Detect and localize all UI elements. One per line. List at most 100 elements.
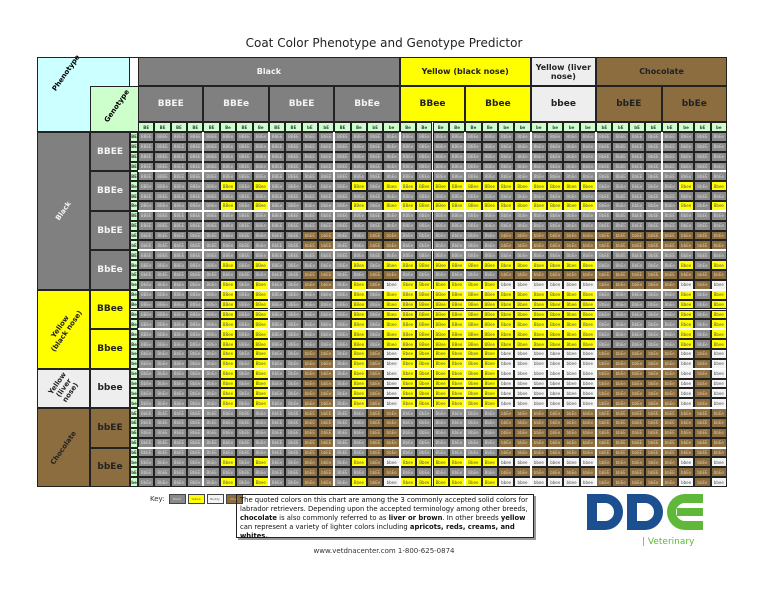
offspring-cell: BbEe xyxy=(596,299,613,310)
ddc-logo-icon xyxy=(587,494,703,530)
offspring-cell: BbEe xyxy=(301,260,318,271)
offspring-cell: BbEE xyxy=(170,417,188,428)
offspring-cell: BbEE xyxy=(301,132,318,142)
offspring-cell: BbEE xyxy=(661,171,678,182)
offspring-cell: bbee xyxy=(383,378,400,389)
offspring-cell: bbEE xyxy=(317,270,335,280)
offspring-cell: Bbee xyxy=(514,339,531,349)
offspring-cell: BbEe xyxy=(285,457,302,468)
offspring-cell: BbEe xyxy=(465,230,482,241)
offspring-cell: BBee xyxy=(416,339,433,349)
column-gamete: Be xyxy=(432,122,449,132)
offspring-cell: BBEe xyxy=(481,210,498,221)
offspring-cell: BbEE xyxy=(694,210,711,221)
offspring-cell: BbEe xyxy=(694,260,711,271)
offspring-cell: BbEE xyxy=(628,151,646,162)
offspring-cell: BbEE xyxy=(285,408,302,418)
offspring-cell: BBEE xyxy=(187,141,204,152)
row-gamete: BE xyxy=(130,151,138,162)
column-gamete: Be xyxy=(252,122,269,132)
offspring-cell: BbEe xyxy=(236,477,253,487)
offspring-cell: BbEe xyxy=(579,171,597,182)
offspring-cell: BbEe xyxy=(563,151,580,162)
offspring-cell: BbEE xyxy=(203,408,220,418)
offspring-cell: BbEe xyxy=(628,329,646,340)
offspring-cell: bbEe xyxy=(596,388,613,399)
offspring-cell: BBEe xyxy=(170,309,188,320)
offspring-cell: BbEE xyxy=(138,427,155,438)
offspring-cell: BbEE xyxy=(367,191,384,202)
offspring-cell: BbEe xyxy=(514,191,531,202)
row-gamete: be xyxy=(130,398,138,409)
offspring-cell: bbEE xyxy=(628,417,646,428)
offspring-cell: BbEe xyxy=(530,171,548,182)
offspring-cell: BbEe xyxy=(514,220,531,231)
offspring-cell: BbEe xyxy=(481,230,498,241)
offspring-cell: BBEe xyxy=(154,181,171,192)
offspring-cell: bbEe xyxy=(596,477,613,487)
row-gamete: Be xyxy=(130,329,138,340)
column-gamete: be xyxy=(530,122,548,132)
offspring-cell: BbEe xyxy=(579,151,597,162)
row-gamete: bE xyxy=(130,447,138,458)
offspring-cell: BBEe xyxy=(481,141,498,152)
offspring-cell: Bbee xyxy=(563,299,580,310)
column-gamete: BE xyxy=(187,122,204,132)
offspring-cell: BBEE xyxy=(154,141,171,152)
offspring-cell: BbEE xyxy=(138,270,155,280)
offspring-cell: bbEe xyxy=(612,388,629,399)
offspring-cell: bbEE xyxy=(317,447,335,458)
offspring-cell: bbEe xyxy=(563,270,580,280)
offspring-cell: BBEe xyxy=(350,250,368,261)
row-gamete: bE xyxy=(130,467,138,478)
offspring-cell: BbEe xyxy=(236,348,253,359)
row-gamete: be xyxy=(130,388,138,399)
offspring-cell: BBEe xyxy=(432,220,449,231)
offspring-cell: BbEe xyxy=(383,191,400,202)
offspring-cell: BbEe xyxy=(334,477,351,487)
column-genotype-BbEe: BbEe xyxy=(334,86,400,122)
offspring-cell: BbEe xyxy=(268,348,286,359)
offspring-cell: bbEe xyxy=(710,230,727,241)
offspring-cell: BBEe xyxy=(187,299,204,310)
offspring-cell: Bbee xyxy=(252,477,269,487)
offspring-cell: BbEe xyxy=(350,427,368,438)
offspring-cell: BbEE xyxy=(138,447,155,458)
offspring-cell: Bbee xyxy=(677,299,695,310)
offspring-cell: BbEE xyxy=(661,191,678,202)
offspring-cell: Bbee xyxy=(579,329,597,340)
offspring-cell: BbEe xyxy=(612,299,629,310)
offspring-cell: BbEe xyxy=(677,191,695,202)
offspring-cell: BBEe xyxy=(203,299,220,310)
offspring-cell: BBEe xyxy=(138,289,155,300)
offspring-cell: BbEe xyxy=(416,230,433,241)
offspring-cell: bbEE xyxy=(301,270,318,280)
block-separator xyxy=(138,446,727,449)
offspring-cell: BBEe xyxy=(465,191,482,202)
offspring-cell: BbEe xyxy=(268,378,286,389)
chart-title: Coat Color Phenotype and Genotype Predic… xyxy=(245,36,523,50)
offspring-cell: Bbee xyxy=(677,329,695,340)
offspring-cell: bbEE xyxy=(317,427,335,438)
offspring-cell: bbEe xyxy=(563,467,580,478)
offspring-cell: bbee xyxy=(530,457,548,468)
offspring-cell: Bbee xyxy=(383,309,400,320)
logo-subtitle: | Veterinary xyxy=(642,537,695,547)
column-gamete: bE xyxy=(612,122,629,132)
offspring-cell: bbee xyxy=(514,378,531,389)
offspring-cell: bbEe xyxy=(563,447,580,458)
offspring-cell: bbEe xyxy=(645,378,662,389)
offspring-cell: BBEe xyxy=(465,151,482,162)
offspring-cell: BBEE xyxy=(187,171,204,182)
offspring-cell: BbEe xyxy=(138,457,155,468)
offspring-cell: BBEe xyxy=(268,181,286,192)
offspring-cell: BBEe xyxy=(252,210,269,221)
offspring-cell: BBEE xyxy=(154,151,171,162)
offspring-cell: Bbee xyxy=(579,339,597,349)
offspring-cell: BbEE xyxy=(661,141,678,152)
offspring-cell: bbEE xyxy=(661,427,678,438)
block-separator xyxy=(138,407,727,410)
offspring-cell: bbEe xyxy=(547,408,564,418)
offspring-cell: Bbee xyxy=(579,309,597,320)
offspring-cell: bbEE xyxy=(301,417,318,428)
